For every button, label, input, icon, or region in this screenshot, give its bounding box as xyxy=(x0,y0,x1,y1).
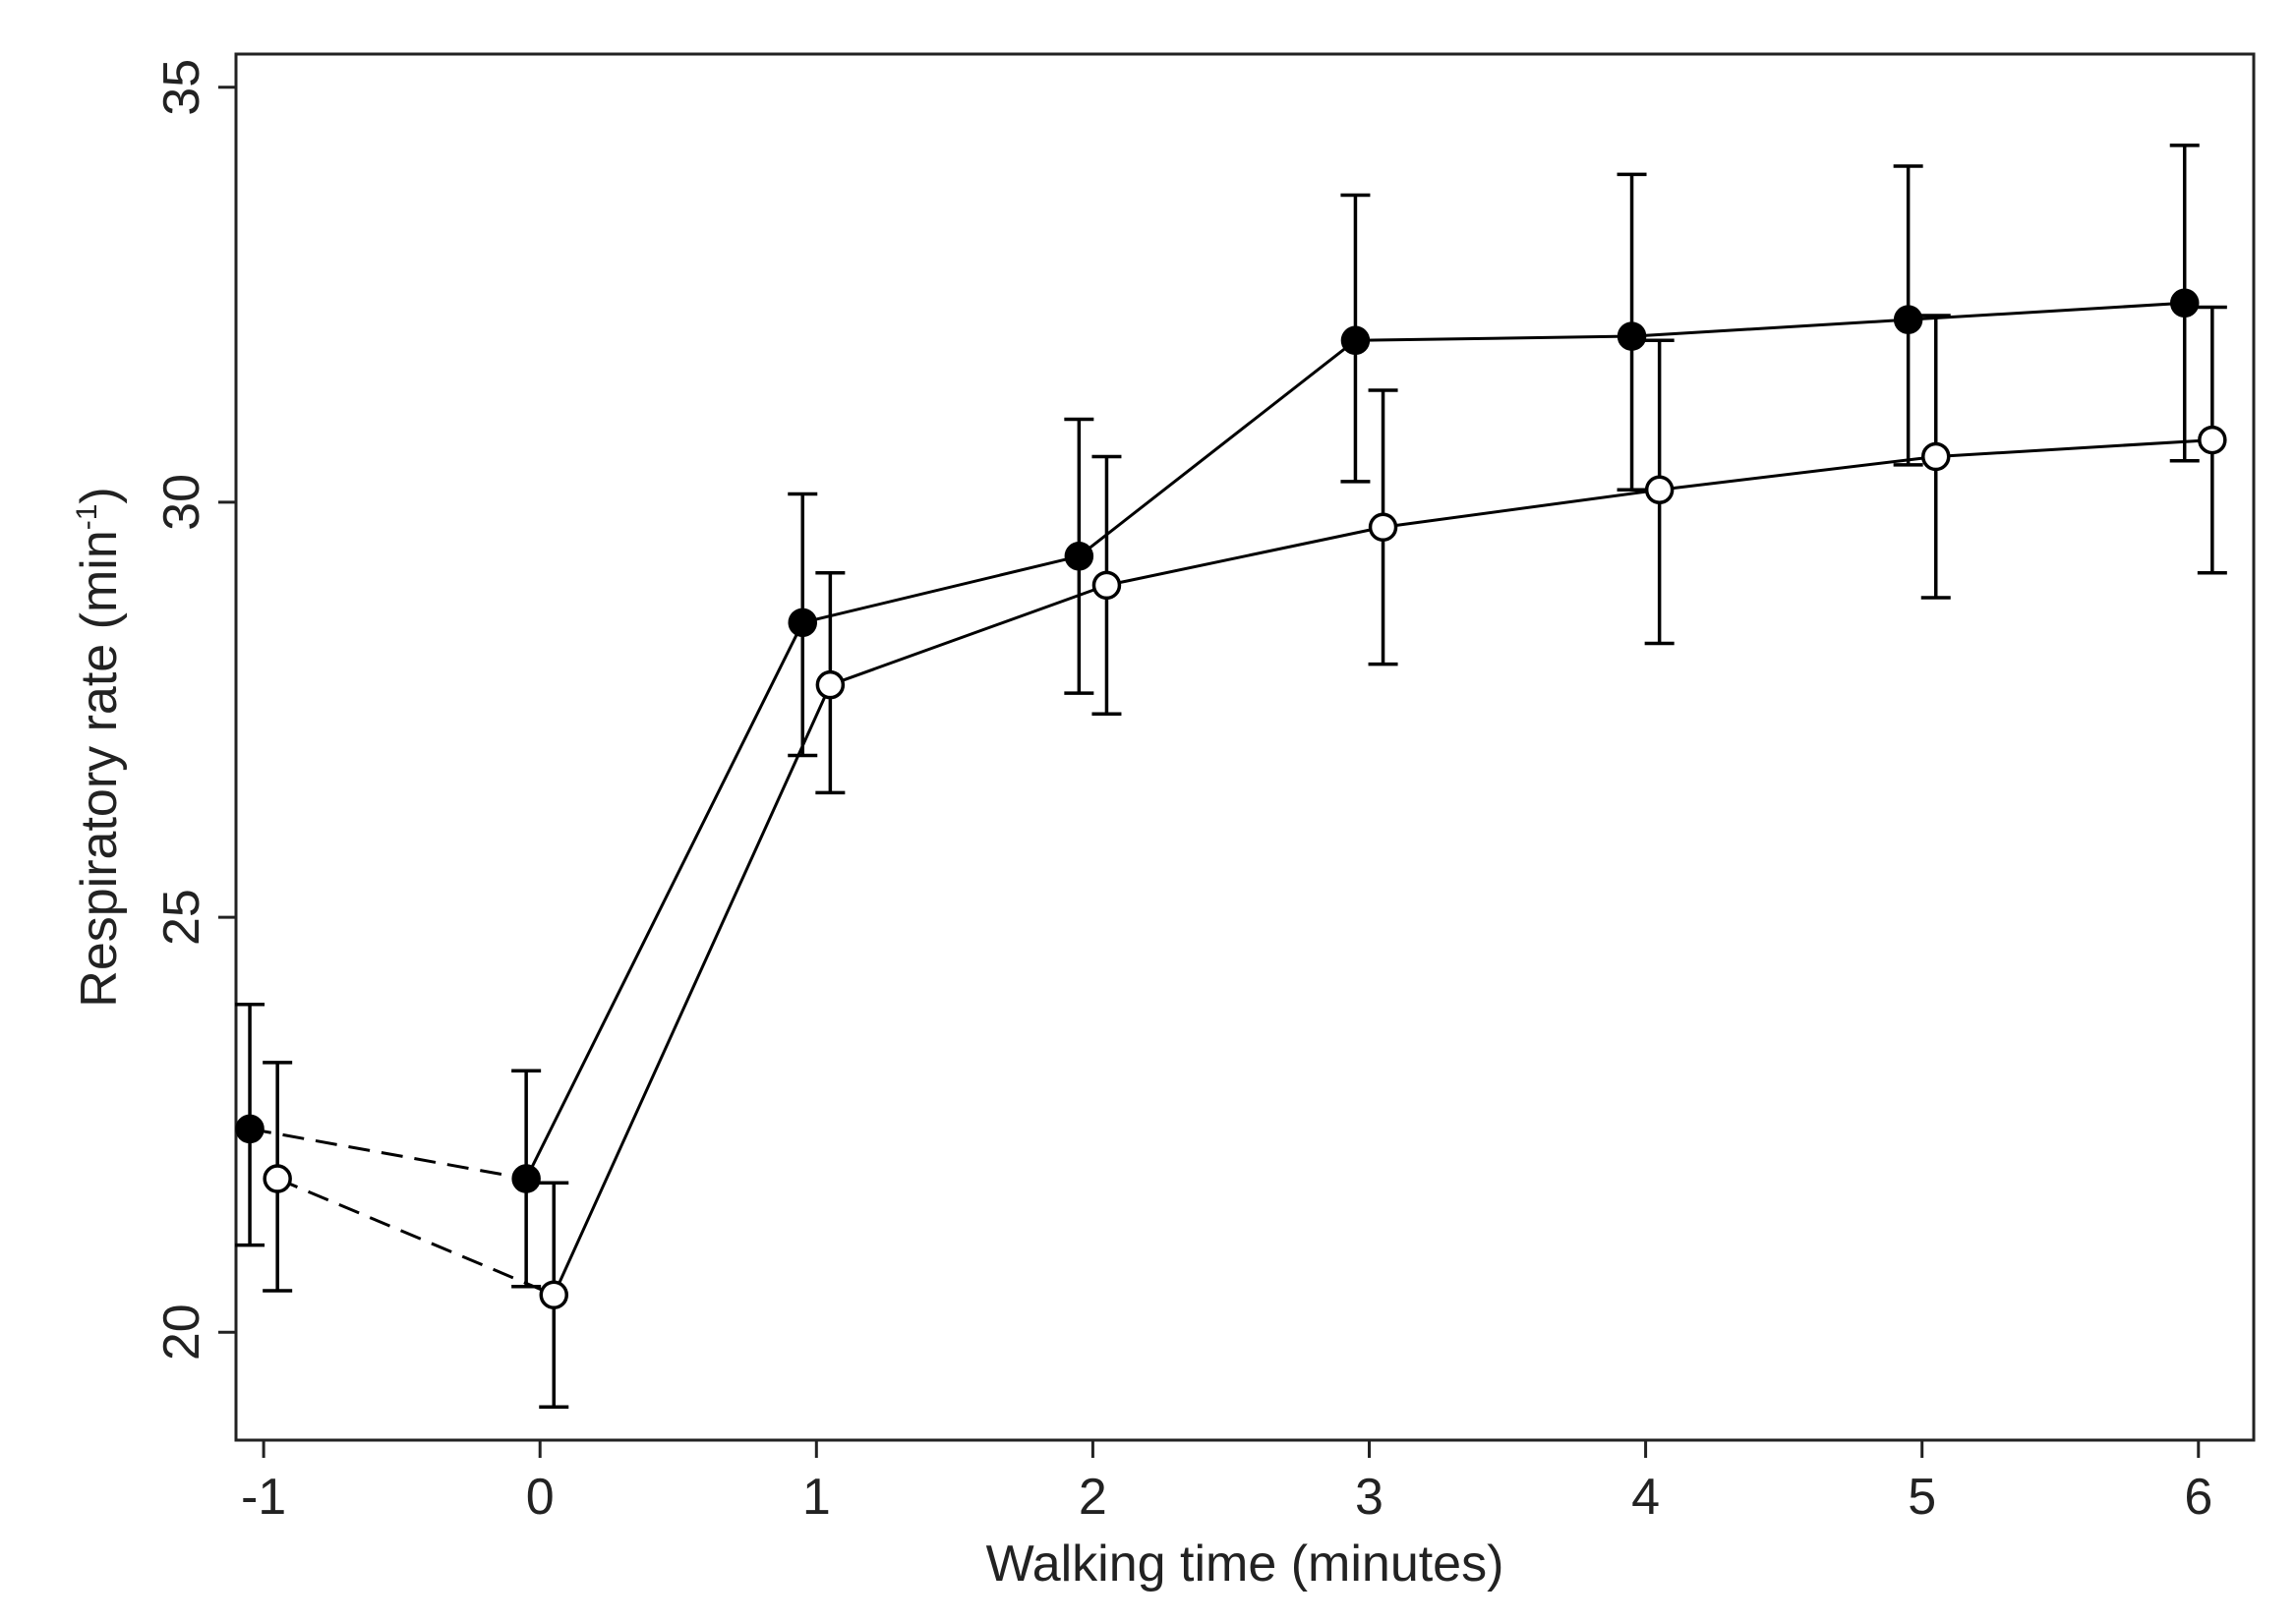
y-tick-label: 30 xyxy=(153,474,210,531)
y-tick-label: 20 xyxy=(153,1303,210,1361)
series-open-point xyxy=(263,1164,292,1193)
series-filled-line-segment xyxy=(1908,301,2185,321)
x-tick-label: 0 xyxy=(526,1469,555,1526)
series-layer xyxy=(235,144,2227,1409)
series-open-line-segment xyxy=(1935,438,2212,458)
series-filled-point xyxy=(1617,321,1647,351)
series-filled-point xyxy=(1340,325,1371,356)
y-axis-title-main: Respiratory rate (min xyxy=(71,530,128,1007)
y-tick-label: 35 xyxy=(153,59,210,116)
series-open-point xyxy=(1368,512,1398,543)
plot-frame xyxy=(234,52,2256,1442)
x-tick-label: -1 xyxy=(241,1469,286,1526)
series-filled-line-segment xyxy=(1078,339,1357,557)
series-open-point xyxy=(1920,441,1951,472)
x-axis: -1 0 1 2 3 4 5 6 xyxy=(241,1440,2212,1526)
series-filled-line-segment xyxy=(801,554,1080,624)
series-open-dashed-segment xyxy=(276,1177,555,1297)
series-open-line-segment xyxy=(1383,488,1660,529)
series-open-point xyxy=(2198,425,2227,455)
series-filled-point xyxy=(2169,288,2200,319)
series-open-point xyxy=(539,1280,569,1309)
y-axis-title-sup: -1 xyxy=(71,504,103,531)
series-filled-line-segment xyxy=(1631,318,1909,338)
x-tick-label: 2 xyxy=(1079,1469,1107,1526)
x-tick-label: 4 xyxy=(1631,1469,1660,1526)
series-open-line-segment xyxy=(552,684,832,1296)
x-axis-title: Walking time (minutes) xyxy=(986,1535,1504,1593)
series-open-line-segment xyxy=(1659,455,1936,492)
y-axis: 20 25 30 35 xyxy=(153,59,236,1361)
series-open-line-segment xyxy=(829,583,1107,687)
series-open-line-segment xyxy=(1106,525,1383,587)
x-tick-label: 6 xyxy=(2184,1469,2212,1526)
series-open-point xyxy=(1644,475,1675,505)
series-open-point xyxy=(815,669,846,700)
y-tick-label: 25 xyxy=(153,889,210,946)
series-filled-point xyxy=(511,1164,541,1193)
x-tick-label: 5 xyxy=(1908,1469,1936,1526)
x-tick-label: 1 xyxy=(802,1469,831,1526)
x-tick-label: 3 xyxy=(1355,1469,1383,1526)
y-axis-title-close: ) xyxy=(71,487,128,503)
series-filled-point xyxy=(235,1114,265,1144)
series-filled-line-segment xyxy=(1355,334,1632,342)
series-filled-point xyxy=(1893,305,1923,334)
series-filled-dashed-segment xyxy=(249,1127,527,1181)
y-axis-title: Respiratory rate (min-1) xyxy=(71,487,128,1007)
series-filled-line-segment xyxy=(524,621,804,1180)
series-filled-point xyxy=(788,608,817,638)
series-filled-point xyxy=(1064,542,1094,571)
series-open-point xyxy=(1091,570,1122,601)
